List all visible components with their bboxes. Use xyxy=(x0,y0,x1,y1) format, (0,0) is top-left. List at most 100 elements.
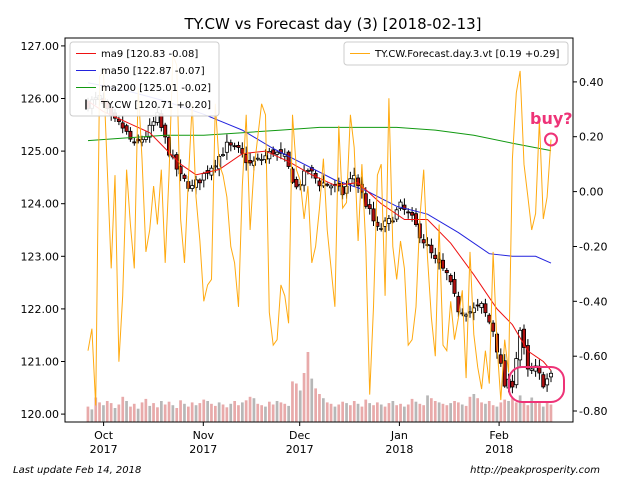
volume-bar xyxy=(102,405,105,422)
candle xyxy=(444,268,449,281)
candle xyxy=(356,174,361,193)
volume-bar xyxy=(507,401,510,422)
candle-body xyxy=(479,302,484,308)
volume-bar xyxy=(468,396,472,422)
legend-box xyxy=(343,41,569,66)
buy-annotation-label: buy? xyxy=(530,109,573,128)
x-tick-label-month: Jan xyxy=(390,429,408,442)
x-tick-label-year: 2017 xyxy=(90,443,118,456)
candle xyxy=(545,373,550,392)
volume-bar xyxy=(322,398,325,422)
candle xyxy=(452,271,457,297)
volume-bar xyxy=(248,396,252,422)
volume-bar xyxy=(480,402,483,422)
volume-bar xyxy=(291,381,294,422)
x-tick-label-year: 2018 xyxy=(385,443,413,456)
volume-bar xyxy=(441,403,445,422)
legend-label: TY.CW [120.71 +0.20] xyxy=(100,100,211,111)
legend-right: TY.CW.Forecast.day.3.vt [0.19 +0.29] xyxy=(343,41,569,66)
candle xyxy=(236,141,241,153)
volume-bar xyxy=(295,383,298,422)
candle xyxy=(525,339,530,377)
x-tick-label-month: Dec xyxy=(289,429,310,442)
candle xyxy=(228,139,233,152)
volume-bar xyxy=(518,395,522,422)
candle xyxy=(220,147,225,157)
candle-body xyxy=(224,141,229,153)
candle-body xyxy=(425,244,430,246)
volume-bar xyxy=(264,406,267,422)
volume-bar xyxy=(217,402,221,422)
volume-bar xyxy=(376,402,379,422)
volume-bar xyxy=(530,397,534,422)
volume-bar xyxy=(214,405,217,422)
volume-bar xyxy=(198,403,202,422)
volume-bar xyxy=(210,403,213,422)
candle-body xyxy=(498,354,503,364)
volume-bar xyxy=(229,403,233,422)
candle-body xyxy=(340,186,345,196)
candle xyxy=(147,118,152,143)
y-left-tick-label: 126.00 xyxy=(21,93,60,106)
x-tick-label-year: 2017 xyxy=(189,443,217,456)
candle-body xyxy=(421,239,426,244)
y-left-tick-label: 123.00 xyxy=(21,250,60,263)
candle xyxy=(132,138,137,146)
volume-bar xyxy=(183,403,186,422)
candle xyxy=(491,320,496,337)
candle-body xyxy=(541,374,546,388)
ma9-line xyxy=(87,100,552,371)
candle xyxy=(248,153,253,166)
volume-bar xyxy=(368,403,371,422)
candle-body xyxy=(182,174,187,179)
volume-bar xyxy=(499,402,503,422)
candle-body xyxy=(406,211,411,214)
candle-body xyxy=(120,122,125,129)
candle xyxy=(433,247,438,264)
volume-bar xyxy=(391,401,395,422)
volume-bar xyxy=(252,398,256,422)
candle xyxy=(325,182,330,187)
volume-bar xyxy=(275,401,279,422)
candle-body xyxy=(166,137,171,156)
candle xyxy=(448,273,453,285)
candle-body xyxy=(190,185,195,189)
volume-bar xyxy=(541,406,545,422)
volume-bar xyxy=(476,398,479,422)
footer-last-update: Last update Feb 14, 2018 xyxy=(13,465,141,476)
candle-body xyxy=(433,254,438,259)
legend-entry: TY.CW [120.71 +0.20] xyxy=(85,99,211,111)
volume-bar xyxy=(514,402,518,422)
volume-bar xyxy=(534,401,537,422)
candle-body xyxy=(491,322,496,332)
volume-bar xyxy=(337,404,341,422)
volume-bar xyxy=(495,406,499,422)
ma200-line xyxy=(87,126,552,152)
volume-bar xyxy=(410,398,414,422)
volume-bar xyxy=(522,401,526,422)
candle-body xyxy=(197,179,202,184)
volume-bar xyxy=(121,396,125,422)
candle-body xyxy=(483,303,488,314)
volume-bar xyxy=(156,407,159,422)
y-left-tick-label: 125.00 xyxy=(21,145,60,158)
candle xyxy=(514,351,519,389)
y-left-tick-label: 122.00 xyxy=(21,303,60,316)
volume-bar xyxy=(132,403,136,422)
volume-bar xyxy=(287,405,290,422)
candle-body xyxy=(367,204,372,210)
y-left-tick-label: 124.00 xyxy=(21,198,60,211)
legend-label: ma9 [120.83 -0.08] xyxy=(101,49,198,60)
y-right-tick-label: 0.20 xyxy=(579,131,604,144)
x-tick-label-month: Oct xyxy=(94,429,114,442)
candle-body xyxy=(379,227,384,230)
candle-body xyxy=(429,244,434,254)
forecast-line xyxy=(87,54,552,406)
volume-bar xyxy=(86,406,90,422)
volume-bar xyxy=(433,401,437,422)
candle-body xyxy=(452,279,457,294)
volume-bar xyxy=(221,404,225,422)
candle-body xyxy=(371,208,376,222)
volume-bar xyxy=(449,403,452,422)
